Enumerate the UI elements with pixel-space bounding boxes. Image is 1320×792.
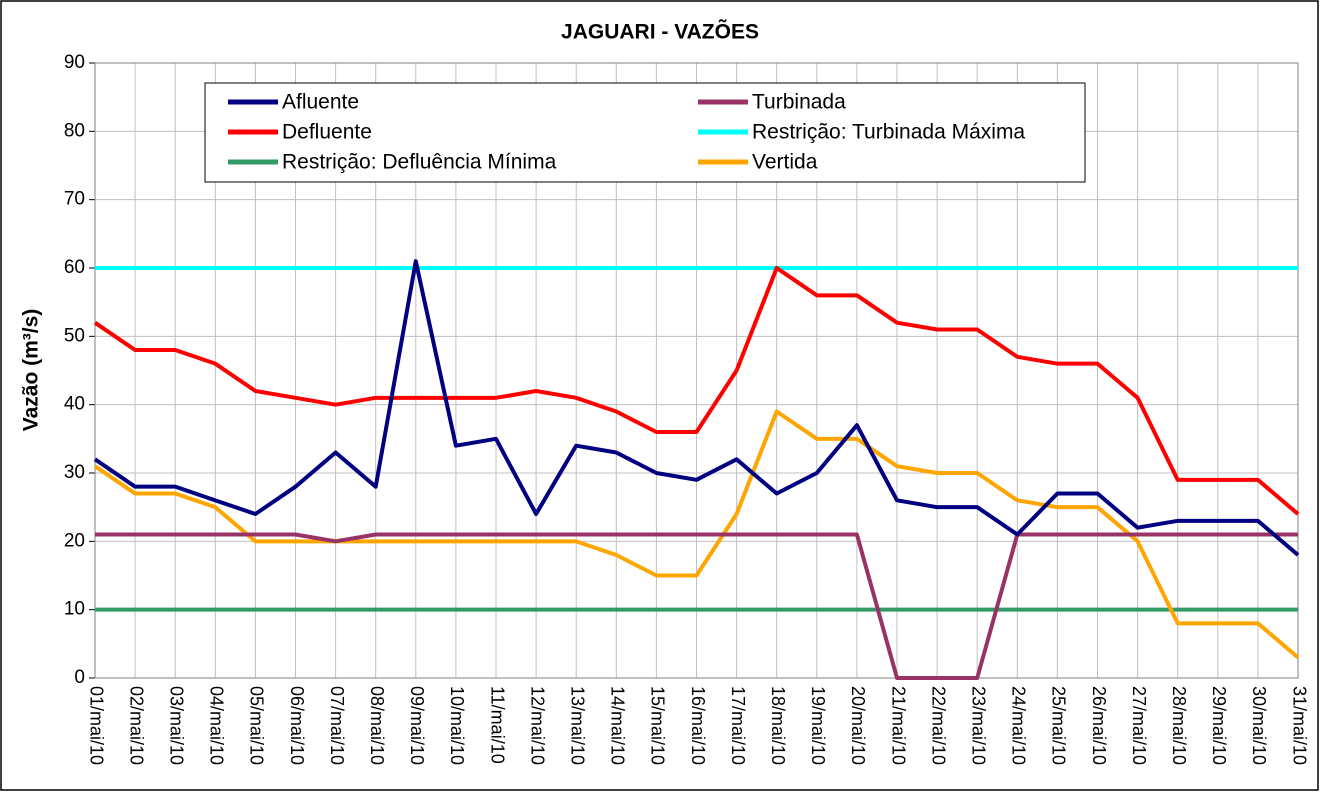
legend-label: Afluente (282, 91, 359, 114)
chart-title: JAGUARI - VAZÕES (561, 20, 759, 44)
x-tick-label: 11/mai/10 (487, 686, 507, 764)
x-tick-label: 24/mai/10 (1009, 686, 1029, 765)
line-series (93, 259, 1300, 557)
x-tick-label: 30/mai/10 (1249, 686, 1269, 765)
x-tick-label: 12/mai/10 (527, 686, 547, 765)
x-tick-label: 07/mai/10 (327, 686, 347, 765)
x-tick-label: 14/mai/10 (608, 686, 628, 765)
y-tick-label: 10 (64, 599, 85, 620)
y-tick-label: 30 (64, 462, 85, 483)
legend-label: Turbinada (752, 91, 846, 114)
line-series (95, 532, 1298, 680)
y-tick-label: 50 (64, 325, 85, 346)
x-tick-label: 13/mai/10 (567, 686, 587, 765)
x-tick-label: 02/mai/10 (126, 686, 146, 765)
x-tick-label: 08/mai/10 (367, 686, 387, 765)
legend-box (204, 82, 1086, 183)
x-tick-label: 18/mai/10 (768, 686, 788, 765)
y-tick-label: 0 (74, 667, 85, 688)
x-tick-label: 15/mai/10 (648, 686, 668, 765)
x-tick-label: 05/mai/10 (247, 686, 267, 765)
line-series (93, 266, 1300, 516)
legend-label: Vertida (752, 151, 818, 174)
x-tick-label: 31/mai/10 (1289, 686, 1309, 765)
y-tick-label: 90 (64, 52, 85, 73)
y-tick-label: 80 (64, 120, 85, 141)
x-tick-label: 06/mai/10 (287, 686, 307, 765)
y-axis-label: Vazão (m³/s) (20, 309, 43, 432)
plot-border (94, 62, 1299, 679)
x-tick-label: 19/mai/10 (808, 686, 828, 765)
x-tick-label: 01/mai/10 (86, 686, 106, 765)
x-tick-label: 25/mai/10 (1049, 686, 1069, 765)
x-tick-label: 20/mai/10 (848, 686, 868, 765)
x-tick-label: 09/mai/10 (407, 686, 427, 765)
x-tick-label: 27/mai/10 (1129, 686, 1149, 765)
x-tick-label: 28/mai/10 (1169, 686, 1189, 765)
y-tick-label: 40 (64, 394, 85, 415)
y-tick-label: 60 (64, 257, 85, 278)
x-tick-label: 26/mai/10 (1089, 686, 1109, 765)
y-tick-label: 70 (64, 189, 85, 210)
legend-label: Restrição: Turbinada Máxima (752, 121, 1025, 144)
legend-label: Defluente (282, 121, 372, 144)
legend-label: Restrição: Defluência Mínima (282, 151, 557, 174)
x-tick-label: 10/mai/10 (447, 686, 467, 765)
x-tick-label: 22/mai/10 (928, 686, 948, 765)
line-series (93, 409, 1300, 660)
y-tick-label: 20 (64, 530, 85, 551)
x-tick-label: 29/mai/10 (1209, 686, 1229, 765)
x-tick-label: 03/mai/10 (166, 686, 186, 765)
x-tick-label: 16/mai/10 (688, 686, 708, 765)
x-tick-label: 04/mai/10 (207, 686, 227, 765)
x-tick-label: 21/mai/10 (888, 686, 908, 765)
x-tick-label: 23/mai/10 (968, 686, 988, 765)
x-tick-label: 17/mai/10 (728, 686, 748, 765)
